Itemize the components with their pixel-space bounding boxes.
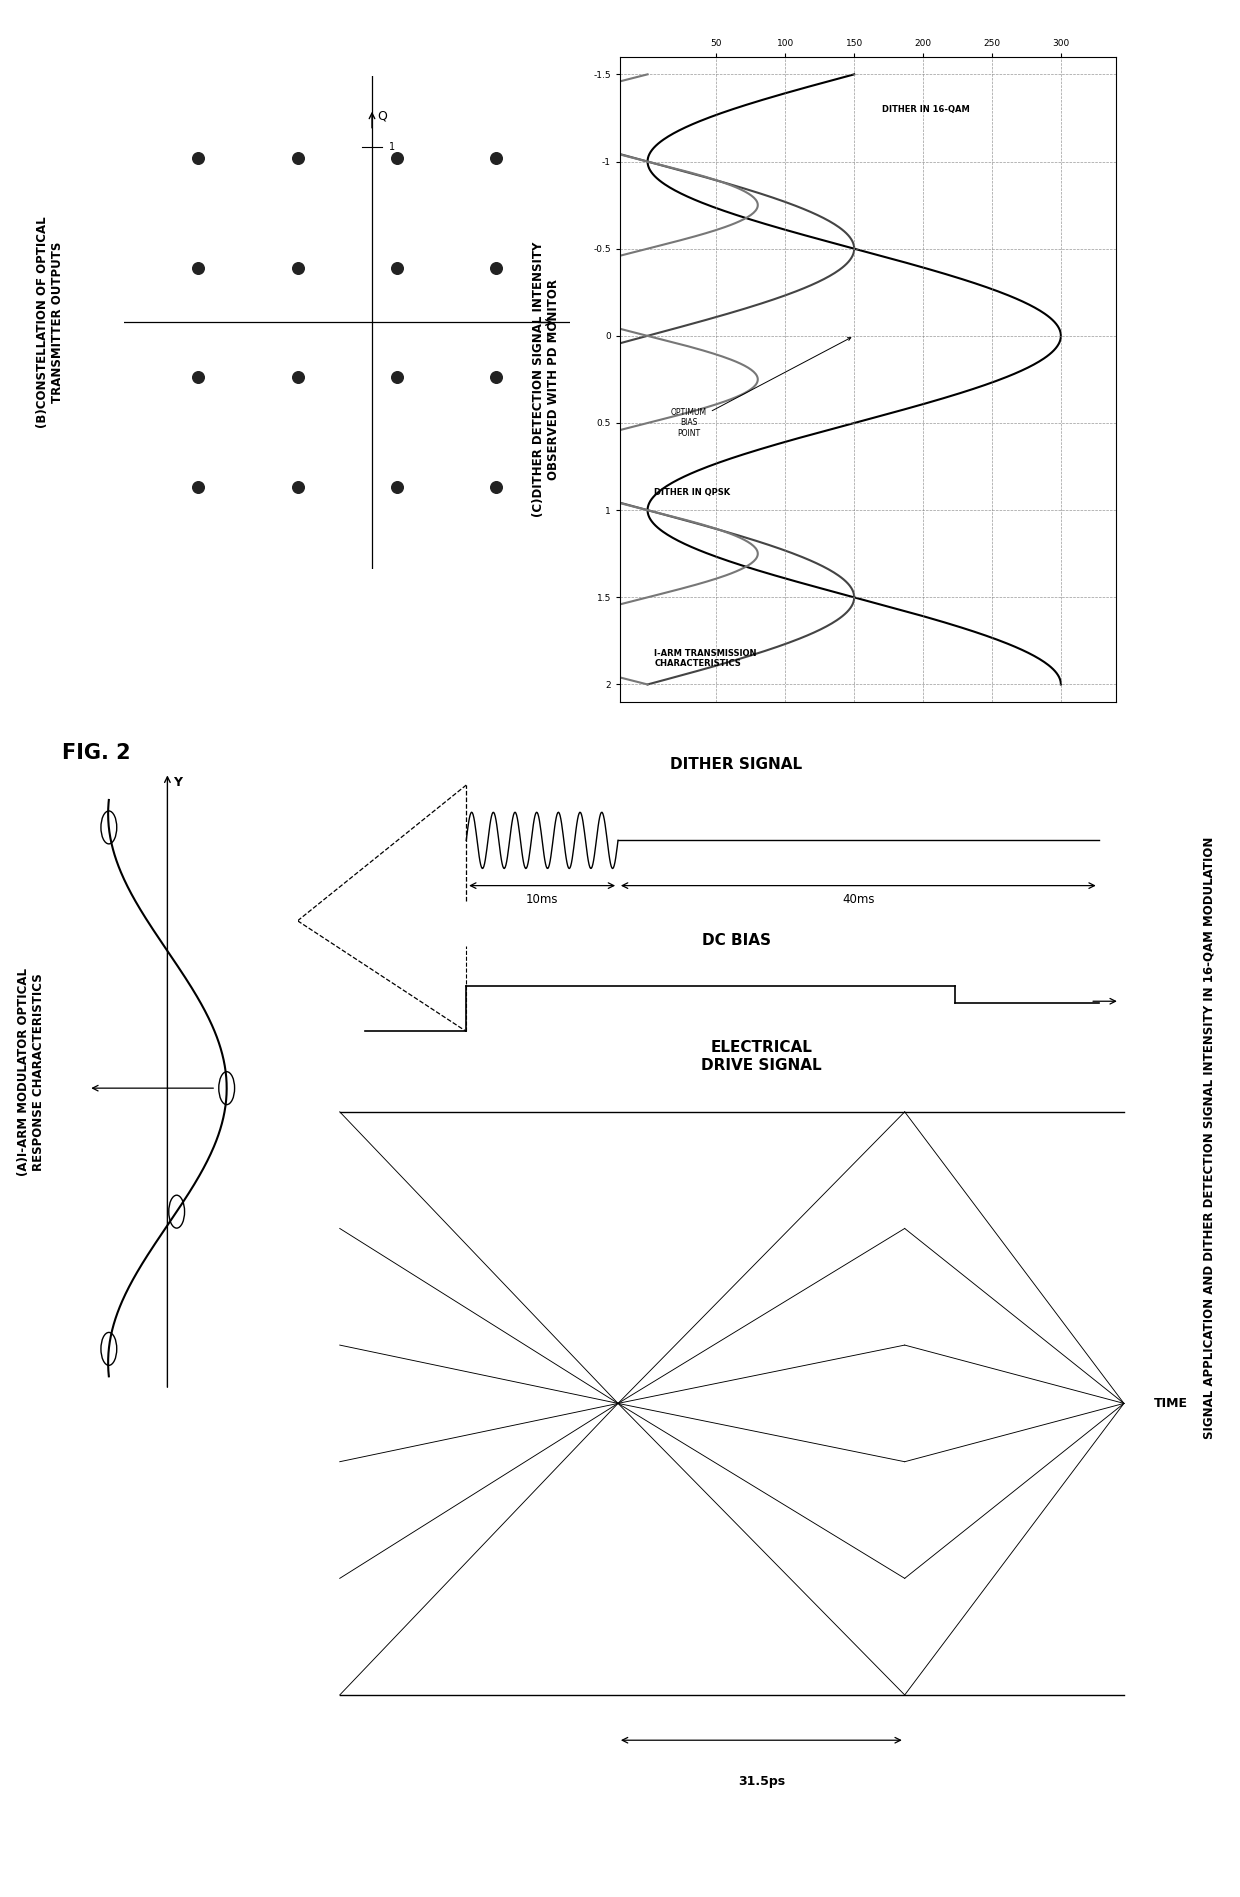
Text: Q: Q <box>377 110 387 123</box>
Point <box>188 142 208 173</box>
Text: 40ms: 40ms <box>842 893 874 905</box>
Point <box>486 252 506 283</box>
Text: SIGNAL APPLICATION AND DITHER DETECTION SIGNAL INTENSITY IN 16-QAM MODULATION: SIGNAL APPLICATION AND DITHER DETECTION … <box>1203 837 1215 1440</box>
Text: I-ARM TRANSMISSION
CHARACTERISTICS: I-ARM TRANSMISSION CHARACTERISTICS <box>655 649 756 668</box>
Point <box>288 142 308 173</box>
Point <box>288 252 308 283</box>
Text: DITHER SIGNAL: DITHER SIGNAL <box>670 757 802 772</box>
Text: (C)DITHER DETECTION SIGNAL INTENSITY
OBSERVED WITH PD MONITOR: (C)DITHER DETECTION SIGNAL INTENSITY OBS… <box>532 241 559 518</box>
Point <box>188 362 208 393</box>
Point <box>188 252 208 283</box>
Text: FIG. 2: FIG. 2 <box>62 744 130 763</box>
Point <box>288 362 308 393</box>
Point <box>387 252 407 283</box>
Point <box>486 142 506 173</box>
Point <box>486 472 506 503</box>
Text: 1: 1 <box>389 142 396 152</box>
Text: (B)CONSTELLATION OF OPTICAL
TRANSMITTER OUTPUTS: (B)CONSTELLATION OF OPTICAL TRANSMITTER … <box>36 216 63 429</box>
Text: ELECTRICAL
DRIVE SIGNAL: ELECTRICAL DRIVE SIGNAL <box>701 1040 822 1072</box>
Point <box>188 472 208 503</box>
Point <box>387 362 407 393</box>
Text: DC BIAS: DC BIAS <box>702 933 770 948</box>
Point <box>387 472 407 503</box>
Text: TIME: TIME <box>1153 1396 1188 1409</box>
Text: 31.5ps: 31.5ps <box>738 1776 785 1789</box>
Text: DITHER IN 16-QAM: DITHER IN 16-QAM <box>882 104 970 114</box>
Text: Y: Y <box>172 776 182 789</box>
Point <box>486 362 506 393</box>
Point <box>288 472 308 503</box>
Text: 10ms: 10ms <box>526 893 558 905</box>
Text: OPTIMUM
BIAS
POINT: OPTIMUM BIAS POINT <box>671 338 851 438</box>
Text: DITHER IN QPSK: DITHER IN QPSK <box>655 488 730 497</box>
Point <box>387 142 407 173</box>
Text: (A)I-ARM MODULATOR OPTICAL
RESPONSE CHARACTERISTICS: (A)I-ARM MODULATOR OPTICAL RESPONSE CHAR… <box>17 967 45 1176</box>
Text: I: I <box>546 332 549 345</box>
